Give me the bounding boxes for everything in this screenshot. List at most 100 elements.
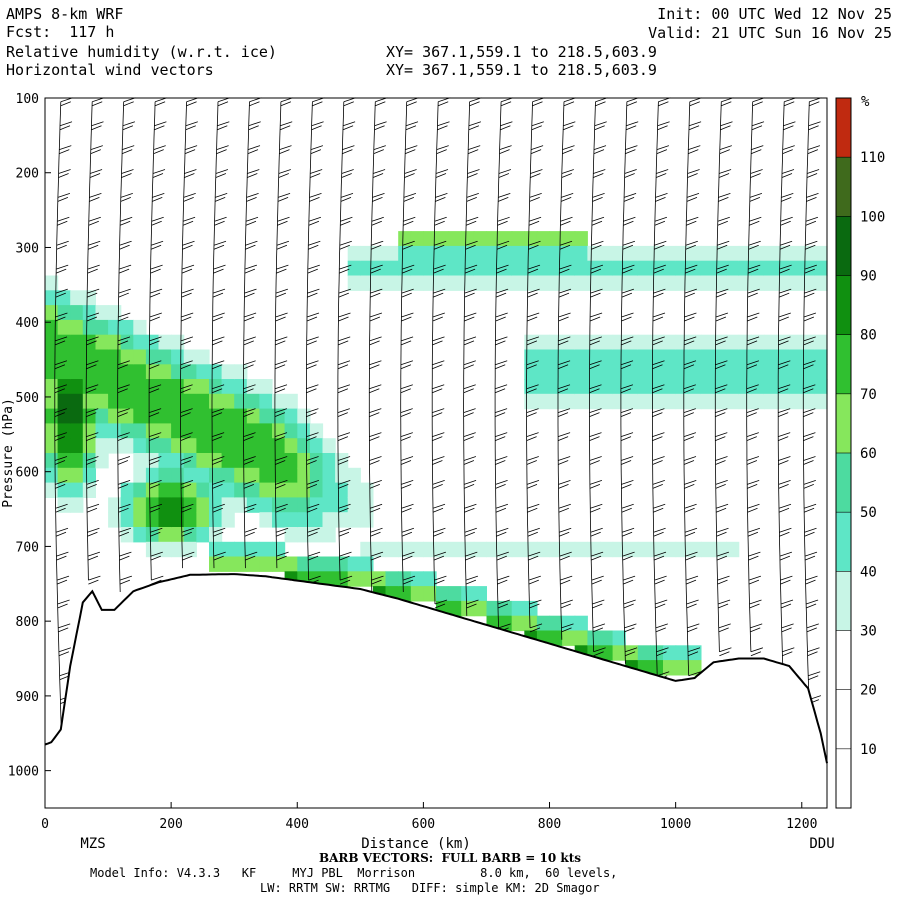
barb-flag xyxy=(622,555,633,561)
rh-cell xyxy=(322,556,336,572)
rh-cell xyxy=(637,393,651,410)
barb-flag xyxy=(781,197,792,202)
rh-cell xyxy=(57,349,71,365)
barb-flag xyxy=(750,627,761,633)
barb-flag xyxy=(308,244,319,250)
rh-cell xyxy=(145,541,160,558)
barb-flag xyxy=(563,125,574,131)
rh-cell xyxy=(448,275,462,291)
barb-flag xyxy=(432,456,445,461)
barb-flag xyxy=(557,432,571,437)
barb-flag xyxy=(311,121,324,127)
barb-flag xyxy=(808,671,821,677)
barb-flag xyxy=(687,623,700,629)
rh-cell xyxy=(461,586,475,602)
barb-flag xyxy=(276,551,289,557)
barb-flag xyxy=(433,555,445,561)
rh-cell xyxy=(209,527,223,543)
rh-cell xyxy=(562,630,576,646)
barb-flag xyxy=(530,145,544,150)
barb-flag xyxy=(595,101,606,107)
rh-cell xyxy=(524,393,538,410)
rh-cell xyxy=(549,615,563,632)
barb-flag xyxy=(276,555,287,561)
barb-flag xyxy=(370,264,383,270)
barb-flag xyxy=(621,507,632,513)
barb-flag xyxy=(279,145,292,150)
barb-flag xyxy=(369,336,382,342)
barb-flag xyxy=(180,456,193,461)
barb-flag xyxy=(780,599,794,605)
barb-flag xyxy=(684,340,695,346)
y-tick-label: 600 xyxy=(16,466,39,481)
barb-flag xyxy=(655,627,666,633)
barb-flag xyxy=(275,480,288,485)
barb-flag xyxy=(497,603,509,609)
barb-flag xyxy=(464,268,476,274)
rh-cell xyxy=(360,275,374,291)
barb-flag xyxy=(369,432,382,437)
barb-flag xyxy=(275,507,286,513)
rh-cell xyxy=(663,660,677,676)
barb-flag xyxy=(247,173,258,178)
rh-cell xyxy=(625,393,639,410)
barb-flag xyxy=(499,145,512,150)
rh-cell xyxy=(70,482,84,498)
barb-flag xyxy=(54,336,68,342)
barb-flag xyxy=(217,121,230,127)
rh-cell xyxy=(272,453,286,469)
barb-flag xyxy=(747,484,758,489)
barb-flag xyxy=(243,460,254,465)
rh-cell xyxy=(814,349,828,365)
barb-flag xyxy=(715,460,726,465)
rh-cell xyxy=(524,245,538,262)
barb-flag xyxy=(86,432,99,437)
barb-flag xyxy=(558,288,572,294)
rh-cell xyxy=(120,423,134,439)
rh-cell xyxy=(259,482,273,498)
barb-flag xyxy=(686,603,697,609)
barb-flag xyxy=(528,555,539,561)
barb-flag xyxy=(781,173,793,178)
barb-flag xyxy=(464,312,477,318)
barb-flag xyxy=(653,551,667,557)
barb-flag xyxy=(150,240,164,246)
barb-flag xyxy=(88,575,101,581)
rh-cell xyxy=(726,393,740,410)
rh-cell xyxy=(57,364,71,380)
barb-flag xyxy=(527,264,541,270)
barb-flag xyxy=(211,432,225,437)
barb-flag xyxy=(244,268,256,274)
barb-flag xyxy=(653,527,666,533)
barb-flag xyxy=(684,480,697,485)
rh-cell xyxy=(448,260,462,277)
rh-cell xyxy=(688,245,702,262)
barb-flag xyxy=(150,244,162,250)
rh-cell xyxy=(57,438,71,454)
barb-flag xyxy=(149,507,161,513)
rh-cell xyxy=(637,260,651,277)
barb-flag xyxy=(531,121,544,127)
rh-cell xyxy=(171,497,185,513)
rh-cell xyxy=(196,467,210,484)
barb-flag xyxy=(149,360,162,366)
barb-flag xyxy=(275,316,286,322)
barb-flag xyxy=(306,408,319,413)
barb-flag xyxy=(803,412,814,417)
rh-cell xyxy=(612,364,626,380)
barb-flag xyxy=(684,292,695,298)
rh-cell xyxy=(398,245,412,262)
barb-flag xyxy=(86,340,97,346)
rh-cell xyxy=(259,408,273,424)
rh-cell xyxy=(524,615,538,632)
barb-flag xyxy=(149,456,162,461)
barb-flag xyxy=(715,336,728,342)
rh-cell xyxy=(133,527,147,543)
rh-cell xyxy=(473,275,487,291)
barb-flag xyxy=(687,173,698,178)
barb-flag xyxy=(623,599,636,605)
barb-flag xyxy=(656,651,667,657)
barb-flag xyxy=(783,125,794,131)
barb-flag xyxy=(591,216,605,222)
rh-cell xyxy=(309,482,324,498)
